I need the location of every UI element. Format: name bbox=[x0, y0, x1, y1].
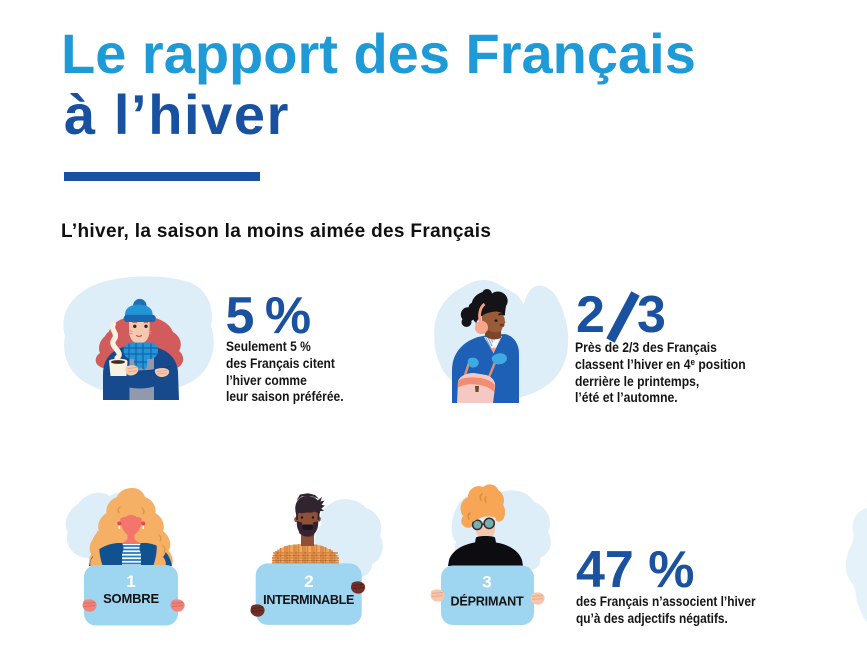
svg-text:2: 2 bbox=[304, 572, 313, 591]
svg-text:INTERMINABLE: INTERMINABLE bbox=[263, 593, 354, 607]
svg-text:1: 1 bbox=[126, 572, 135, 591]
svg-text:3: 3 bbox=[482, 572, 491, 591]
svg-text:DÉPRIMANT: DÉPRIMANT bbox=[450, 594, 524, 609]
svg-text:SOMBRE: SOMBRE bbox=[103, 591, 159, 606]
